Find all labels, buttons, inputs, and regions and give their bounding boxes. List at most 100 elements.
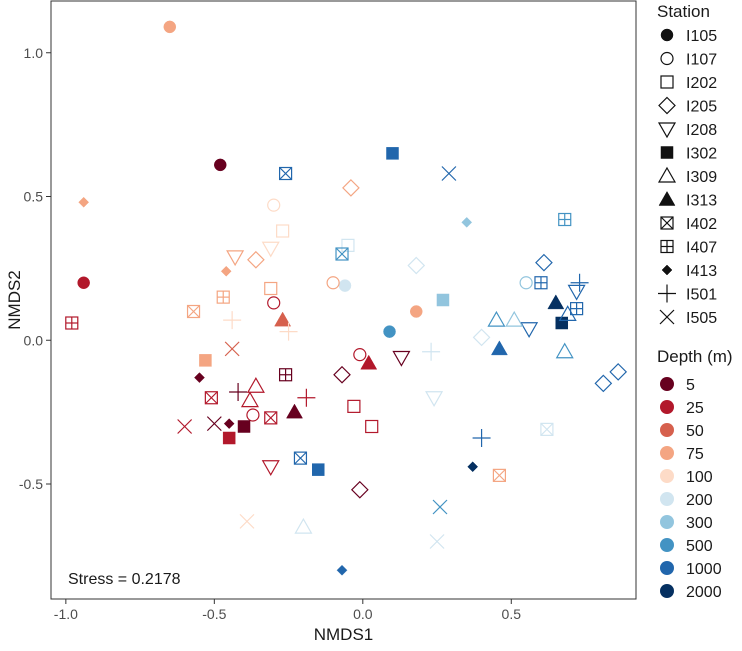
station-legend: Station I105 I107 I202 I205 I208 I302 I309 I313… (657, 2, 717, 327)
depth-legend-swatch (660, 538, 674, 552)
data-point-i313 (286, 403, 303, 419)
y-tick-label: 0.5 (24, 189, 44, 205)
data-point-i505 (224, 341, 240, 357)
station-legend-label: I313 (686, 193, 717, 210)
data-point-i501 (472, 429, 491, 447)
station-legend-key (660, 239, 674, 254)
depth-legend-label: 300 (686, 515, 713, 532)
data-point-i413 (223, 418, 235, 429)
depth-legend-swatch (660, 446, 674, 460)
station-legend-label: I413 (686, 263, 717, 280)
data-point-i302 (386, 147, 399, 160)
data-point-i205 (350, 480, 369, 499)
depth-legend-swatch (660, 400, 674, 414)
depth-legend-item: 2000 (660, 584, 722, 601)
station-legend-label: I309 (686, 169, 717, 186)
data-point-i407 (570, 302, 584, 316)
station-legend-item: I501 (658, 284, 717, 304)
data-point-i505 (206, 416, 222, 432)
data-point-i205 (342, 179, 360, 197)
depth-legend: Depth (m) 5 25 50 75 100 200 300 500 1000 2000 (657, 347, 733, 601)
depth-legend-swatch (660, 584, 674, 598)
data-point-i407 (65, 316, 79, 330)
data-point-i402 (492, 468, 507, 482)
data-points (65, 20, 628, 576)
data-point-i105 (77, 276, 90, 289)
station-legend-item: I208 (657, 122, 717, 139)
data-point-i309 (487, 310, 506, 327)
data-point-i309 (555, 342, 574, 359)
depth-legend-swatch (660, 492, 674, 506)
depth-legend-label: 200 (686, 492, 713, 509)
data-point-i208 (567, 284, 586, 301)
data-point-i313 (547, 294, 565, 310)
station-legend-key (660, 216, 674, 230)
data-point-i402 (293, 451, 308, 465)
depth-legend-swatch (660, 469, 674, 483)
data-point-i205 (594, 374, 613, 393)
station-legend-item: I205 (658, 96, 717, 116)
y-tick-label: 1.0 (24, 45, 44, 61)
stress-annotation: Stress = 0.2178 (68, 571, 181, 588)
data-point-i413 (461, 217, 473, 228)
x-axis: -1.0 -0.5 0.0 0.5 (54, 599, 521, 622)
data-point-i313 (360, 354, 378, 370)
station-legend-item: I402 (660, 216, 717, 233)
station-legend-item: I407 (660, 239, 717, 257)
data-point-i402 (264, 411, 278, 425)
data-point-i402 (540, 422, 554, 436)
data-point-i302 (199, 354, 212, 367)
depth-legend-label: 25 (686, 400, 704, 417)
data-point-i302 (312, 463, 325, 476)
data-point-i105 (410, 305, 423, 318)
x-tick-label: 0.5 (502, 606, 522, 622)
data-point-i107 (326, 276, 340, 290)
station-legend-key (658, 284, 676, 303)
depth-legend-swatch (660, 423, 674, 437)
data-point-i105 (383, 325, 396, 338)
station-legend-key (660, 28, 674, 42)
data-point-i501 (297, 388, 316, 407)
depth-legend-label: 75 (686, 446, 704, 463)
data-point-i205 (407, 256, 426, 275)
data-point-i107 (519, 276, 533, 290)
data-point-i313 (274, 311, 292, 327)
data-point-i208 (226, 250, 245, 267)
data-point-i205 (535, 253, 553, 272)
plot-panel (50, 0, 637, 600)
data-point-i105 (163, 20, 177, 34)
data-point-i413 (194, 372, 205, 383)
data-point-i501 (223, 311, 242, 330)
data-point-i402 (278, 166, 293, 181)
data-point-i402 (186, 304, 201, 319)
data-point-i505 (429, 534, 445, 549)
y-tick-label: 0.0 (24, 332, 44, 348)
station-legend-key (657, 122, 677, 139)
x-axis-title: NMDS1 (314, 625, 374, 644)
station-legend-key (661, 264, 673, 276)
station-legend-label: I202 (686, 75, 717, 92)
station-legend-key (660, 51, 674, 66)
station-legend-label: I402 (686, 216, 717, 233)
data-point-i309 (558, 305, 577, 321)
data-point-i505 (441, 166, 457, 181)
depth-legend-label: 100 (686, 469, 713, 486)
data-point-i208 (425, 391, 444, 407)
data-point-i501 (229, 383, 248, 401)
data-point-i501 (570, 273, 589, 292)
station-legend-item: I302 (660, 146, 717, 163)
data-point-i413 (336, 564, 348, 576)
depth-legend-item: 1000 (660, 561, 722, 578)
station-legend-label: I302 (686, 146, 717, 163)
data-point-i413 (467, 461, 479, 473)
depth-legend-item: 5 (660, 377, 695, 394)
depth-legend-label: 500 (686, 538, 713, 555)
station-legend-item: I309 (657, 166, 717, 186)
station-legend-key (657, 166, 677, 183)
data-point-i202 (264, 281, 278, 296)
depth-legend-item: 300 (660, 515, 713, 532)
data-point-i302 (237, 420, 251, 433)
x-tick-label: -0.5 (202, 606, 226, 622)
depth-legend-item: 100 (660, 469, 713, 486)
